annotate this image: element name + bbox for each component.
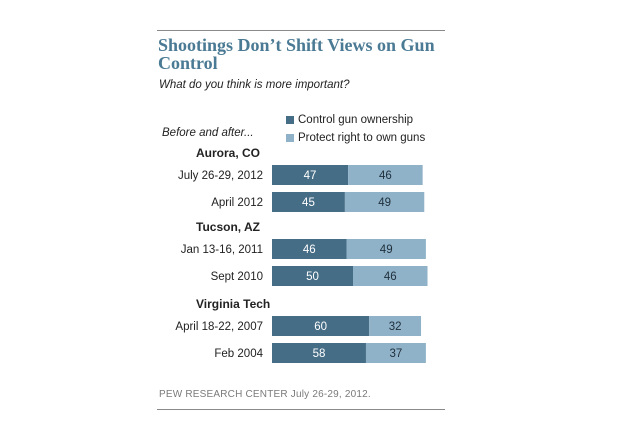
bar-protect [365, 343, 426, 363]
bottom-rule [157, 409, 445, 410]
value-label-control: 47 [304, 170, 317, 182]
bar-control [272, 343, 366, 363]
bar-protect [369, 316, 422, 336]
row-label: Feb 2004 [214, 348, 263, 360]
bar-control [272, 192, 345, 212]
legend-item-protect: Protect right to own guns [286, 129, 425, 147]
row-label: July 26-29, 2012 [178, 170, 263, 182]
source-note: PEW RESEARCH CENTER July 26-29, 2012. [159, 389, 371, 400]
group-label: Tucson, AZ [196, 220, 260, 234]
value-label-control: 45 [302, 197, 315, 209]
value-label-control: 50 [306, 271, 319, 283]
bar-control [272, 239, 347, 259]
row-label: April 2012 [211, 197, 263, 209]
bar-control [272, 316, 370, 336]
legend-label-control: Control gun ownership [298, 114, 414, 126]
bar-protect [346, 239, 426, 259]
bar-protect [353, 266, 428, 286]
value-label-protect: 46 [384, 271, 397, 283]
value-label-protect: 49 [380, 244, 393, 256]
before-after-label: Before and after... [162, 127, 254, 139]
bar-protect [348, 165, 423, 185]
legend-swatch-protect [286, 134, 294, 142]
group-label: Aurora, CO [196, 146, 260, 160]
value-label-control: 46 [303, 244, 316, 256]
legend: Control gun ownership Protect right to o… [286, 111, 425, 147]
value-label-protect: 37 [390, 348, 403, 360]
value-label-protect: 49 [378, 197, 391, 209]
legend-label-protect: Protect right to own guns [298, 132, 426, 144]
value-label-protect: 46 [379, 170, 392, 182]
bar-protect [344, 192, 425, 212]
value-label-protect: 32 [389, 321, 402, 333]
group-label: Virginia Tech [196, 297, 270, 311]
value-label-control: 60 [314, 321, 327, 333]
row-label: April 18-22, 2007 [175, 321, 263, 333]
value-label-control: 58 [313, 348, 326, 360]
row-label: Sept 2010 [211, 271, 263, 283]
legend-item-control: Control gun ownership [286, 111, 425, 129]
chart-subtitle: What do you think is more important? [159, 79, 350, 91]
chart-title: Shootings Don’t Shift Views on Gun Contr… [158, 35, 435, 73]
top-rule [157, 30, 445, 31]
legend-swatch-control [286, 116, 294, 124]
row-label: Jan 13-16, 2011 [181, 244, 263, 256]
bar-control [272, 266, 353, 286]
bar-control [272, 165, 349, 185]
